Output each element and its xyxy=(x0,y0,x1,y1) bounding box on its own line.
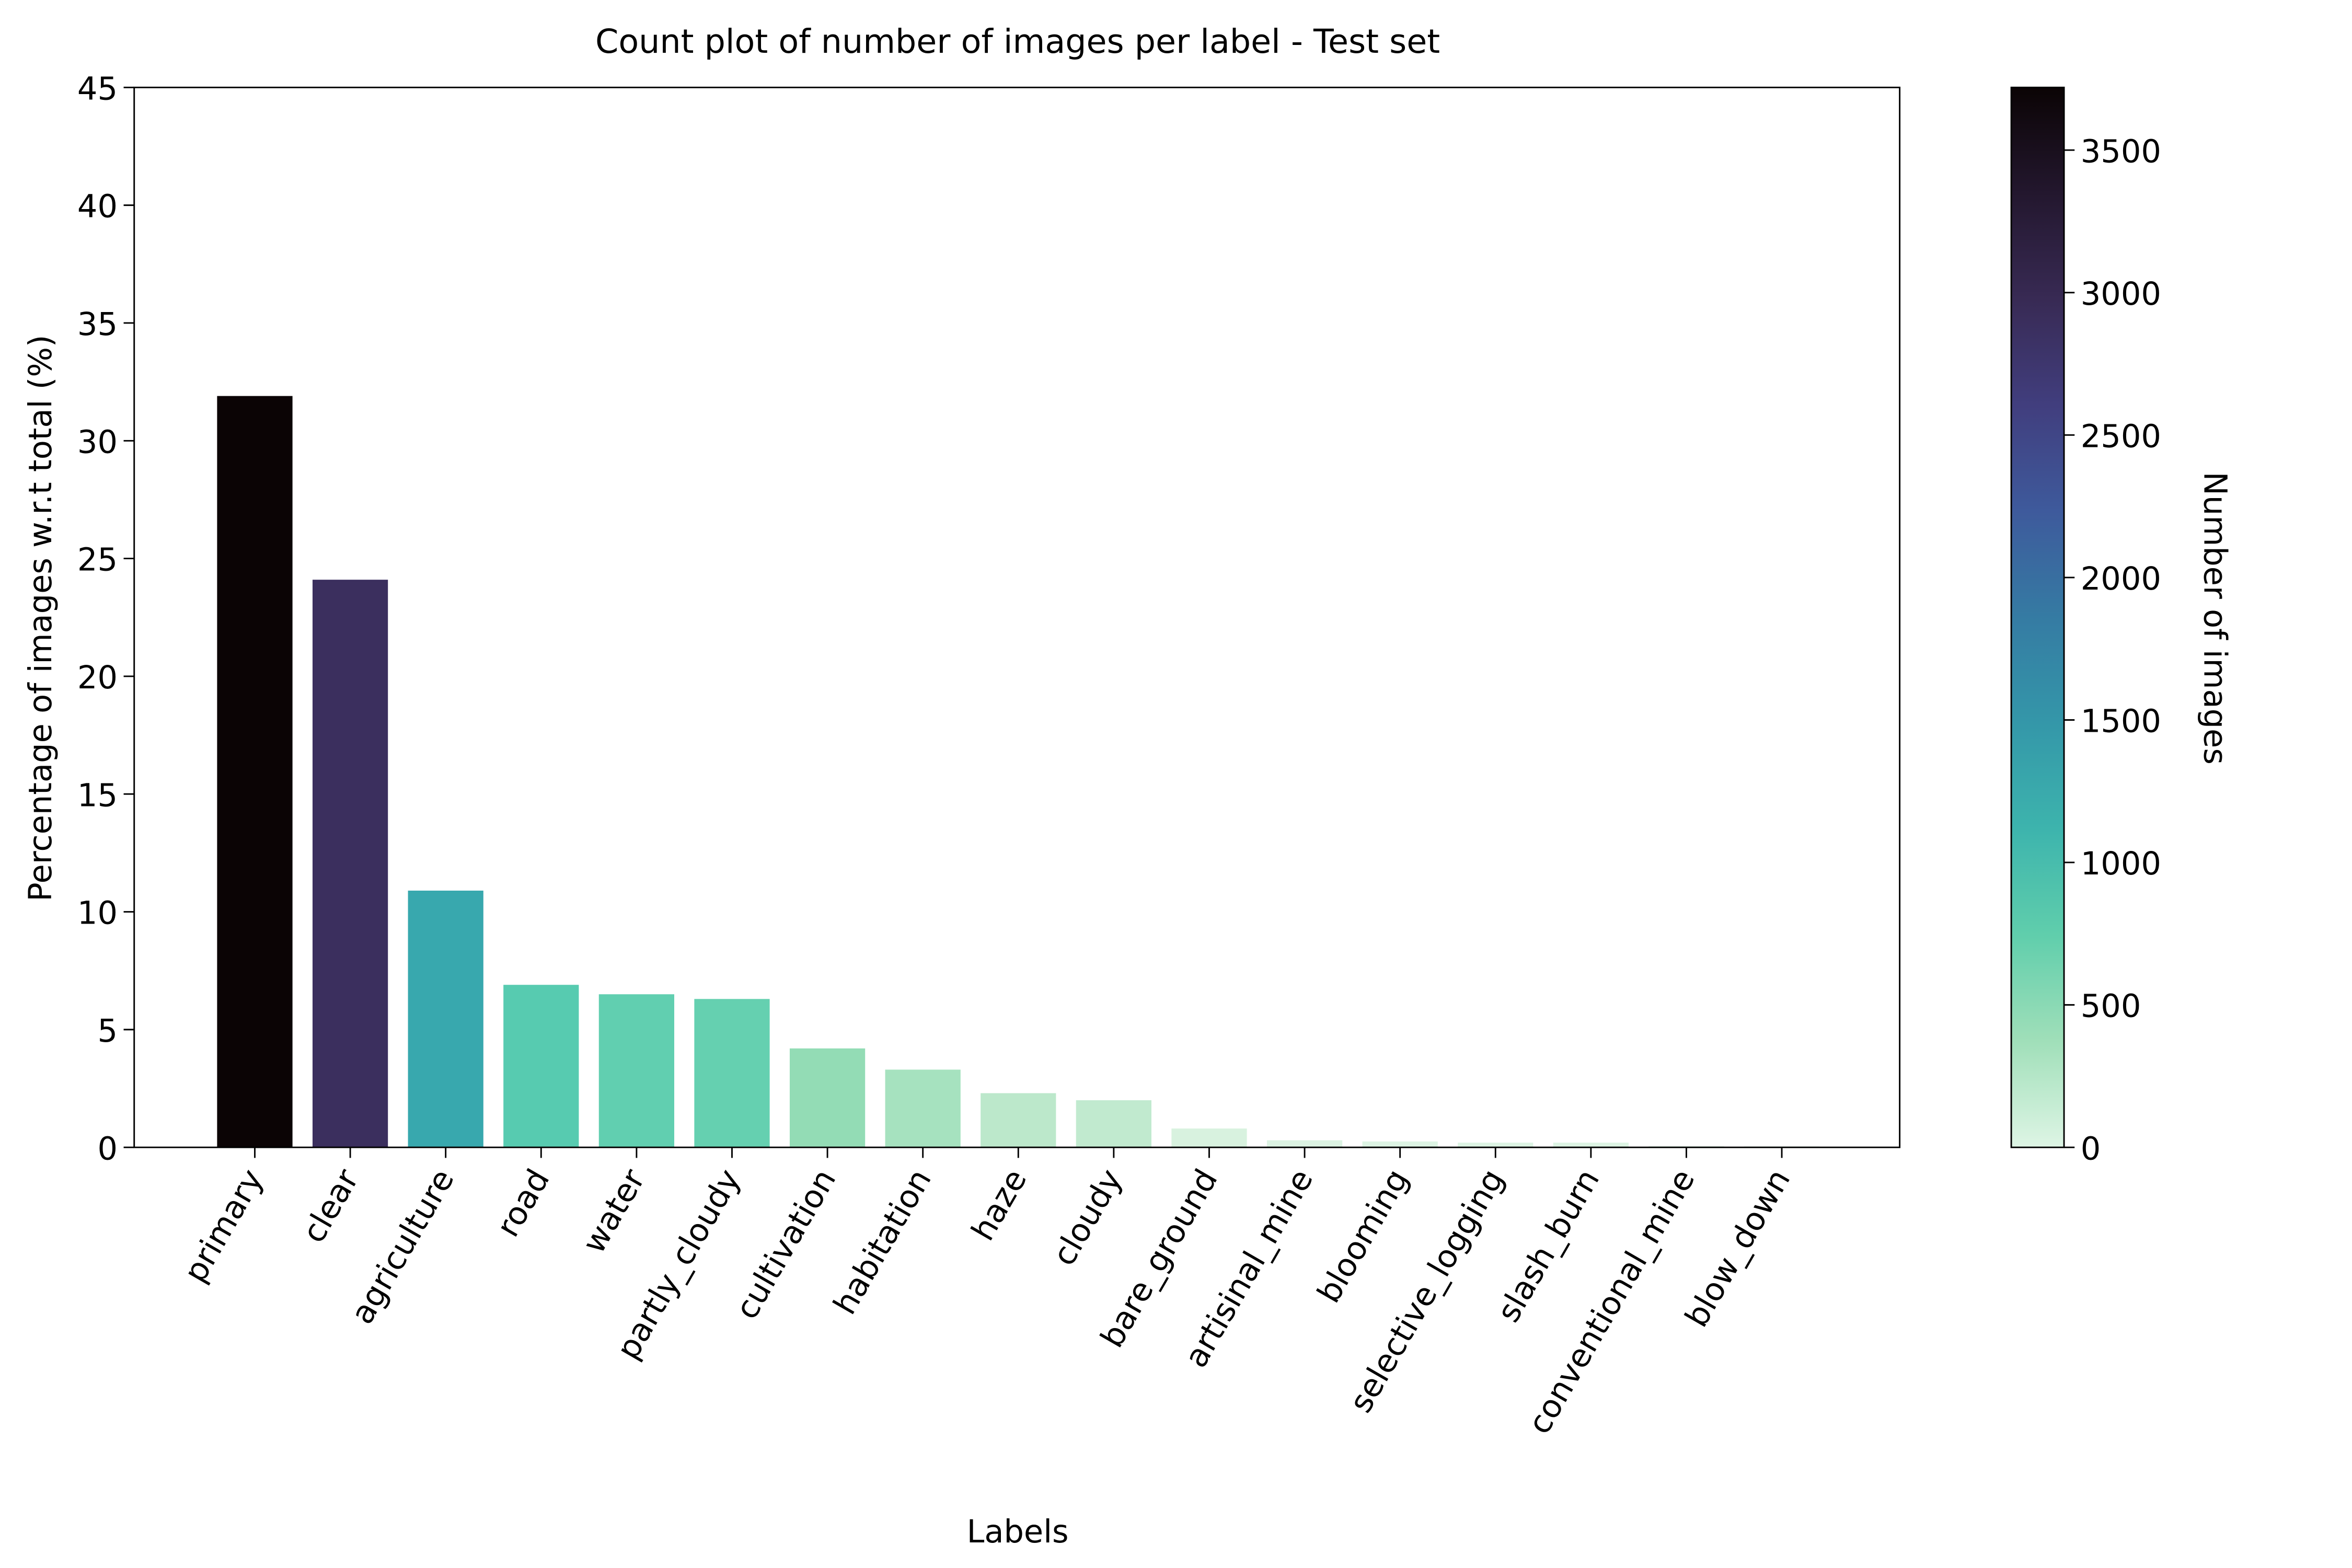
x-tick-label: cultivation xyxy=(729,1163,844,1325)
bar xyxy=(408,890,483,1148)
bar xyxy=(598,994,674,1148)
bar xyxy=(789,1048,866,1148)
bar xyxy=(1171,1128,1247,1148)
y-tick-label: 35 xyxy=(77,306,118,343)
y-tick-label: 15 xyxy=(77,777,118,814)
y-tick-label: 25 xyxy=(77,542,118,579)
bar xyxy=(503,985,579,1148)
colorbar-tick-label: 3500 xyxy=(2081,133,2161,170)
chart-title: Count plot of number of images per label… xyxy=(595,22,1440,61)
x-tick-label: primary xyxy=(177,1163,271,1288)
colorbar-tick-label: 2500 xyxy=(2081,418,2161,455)
bar xyxy=(312,580,388,1148)
y-tick-label: 10 xyxy=(77,895,118,932)
x-tick-label: blooming xyxy=(1310,1163,1416,1309)
colorbar-tick-label: 1000 xyxy=(2081,846,2161,882)
y-tick-label: 45 xyxy=(77,71,118,107)
bar xyxy=(981,1093,1056,1148)
y-tick-label: 0 xyxy=(97,1131,118,1167)
colorbar-label: Number of images xyxy=(2196,472,2233,765)
colorbar-tick-label: 2000 xyxy=(2081,561,2161,597)
bar xyxy=(217,396,293,1148)
y-tick-label: 5 xyxy=(97,1013,118,1050)
bar xyxy=(1553,1143,1629,1148)
colorbar-tick-label: 0 xyxy=(2081,1131,2101,1167)
x-tick-label: haze xyxy=(965,1163,1034,1247)
y-axis-label: Percentage of images w.r.t total (%) xyxy=(22,335,59,902)
bar xyxy=(694,999,770,1148)
colorbar-tick-label: 500 xyxy=(2081,988,2141,1025)
colorbar-tick-label: 1500 xyxy=(2081,704,2161,740)
bar xyxy=(1458,1143,1534,1148)
x-axis-label: Labels xyxy=(967,1514,1069,1550)
x-tick-label: cloudy xyxy=(1046,1163,1130,1272)
x-tick-label: clear xyxy=(295,1163,366,1249)
x-tick-label: water xyxy=(575,1163,652,1260)
y-tick-label: 40 xyxy=(77,189,118,225)
plot-frame xyxy=(133,86,1901,1148)
colorbar-tick-label: 3000 xyxy=(2081,276,2161,313)
y-tick-label: 20 xyxy=(77,660,118,696)
x-tick-label: habitation xyxy=(827,1163,939,1320)
colorbar xyxy=(2010,86,2065,1148)
bar xyxy=(1362,1141,1438,1148)
bar xyxy=(885,1069,961,1148)
x-tick-label: conventional_mine xyxy=(1521,1163,1702,1440)
bar xyxy=(1266,1140,1343,1148)
bar xyxy=(1076,1100,1151,1148)
x-tick-label: road xyxy=(490,1163,557,1243)
y-tick-label: 30 xyxy=(77,424,118,460)
